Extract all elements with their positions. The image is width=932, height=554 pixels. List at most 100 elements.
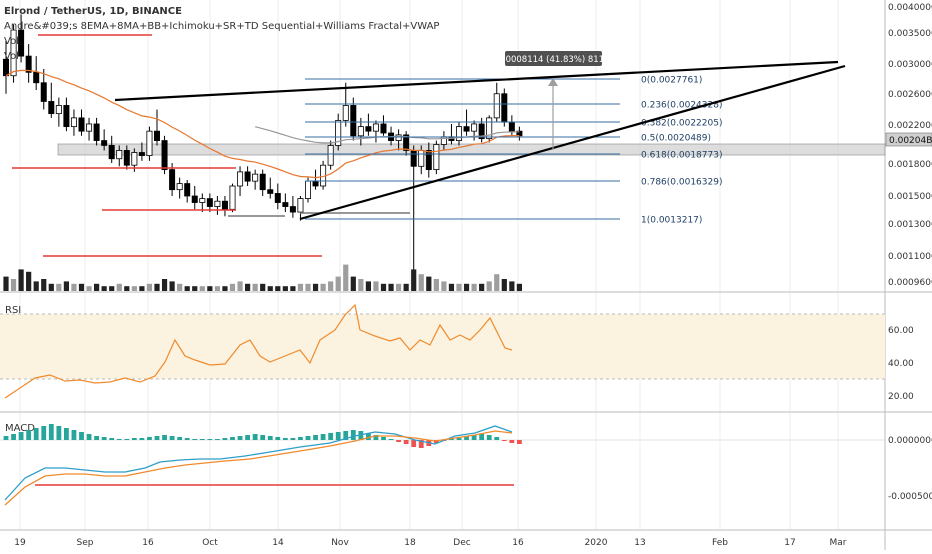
volume-bar — [471, 283, 477, 291]
candle-body — [169, 169, 176, 191]
candle-body — [493, 93, 500, 119]
macd-histogram-bar — [222, 438, 228, 440]
volume-bar — [358, 279, 364, 291]
volume-bar — [161, 279, 168, 291]
volume-label-1[interactable]: Vol — [4, 36, 19, 47]
candle-body — [433, 144, 440, 171]
volume-bar — [305, 283, 311, 291]
volume-bar — [260, 283, 266, 291]
volume-bar — [463, 283, 470, 291]
rsi-tick: 40.00 — [888, 359, 914, 369]
candle-body — [274, 193, 281, 203]
fibonacci-levels: 0(0.0027761) 0.236(0.0024328) 0.382(0.0022… — [305, 76, 722, 226]
volume-bar — [411, 269, 417, 291]
candle-body — [267, 189, 274, 194]
macd-histogram-bar — [403, 440, 409, 444]
volume-bar — [297, 283, 304, 291]
price-tick: 0.0013000 — [888, 220, 932, 230]
candle-body — [418, 150, 425, 167]
lower-trendline — [299, 64, 846, 221]
fib-level-label: 0.382(0.0022205) — [641, 119, 722, 129]
volume-bar — [486, 281, 492, 291]
macd-histogram-bar — [456, 438, 462, 440]
candle-body — [304, 180, 311, 199]
macd-histogram-bar — [56, 426, 62, 440]
candle-body — [282, 202, 289, 207]
macd-histogram-bar — [86, 434, 92, 440]
macd-histogram-bar — [509, 440, 515, 443]
candle-body — [108, 145, 115, 160]
candle-body — [380, 123, 387, 134]
volume-bar — [214, 286, 220, 291]
macd-histogram-bar — [131, 438, 137, 440]
time-tick: 13 — [634, 538, 645, 548]
volume-bar — [312, 283, 319, 291]
macd-histogram-bar — [282, 438, 288, 440]
price-tick: 0.0022000 — [888, 121, 932, 131]
volume-bar — [448, 283, 455, 291]
macd-histogram-bar — [94, 436, 99, 440]
price-tick: 0.0018000 — [888, 160, 932, 170]
candle-body — [508, 121, 515, 132]
candle-body — [206, 198, 213, 207]
time-tick: Sep — [77, 538, 94, 548]
macd-histogram-bar — [124, 439, 130, 440]
time-tick: Mar — [830, 538, 847, 548]
macd-histogram-bar — [275, 437, 281, 440]
symbol-title: Elrond / TetherUS, 1D, BINANCE — [4, 6, 182, 17]
price-tick: 0.0035000 — [888, 29, 932, 39]
candle-body — [191, 195, 198, 203]
macd-tick: -0.0005000 — [888, 492, 932, 502]
candle-body — [478, 123, 485, 140]
volume-bar — [169, 281, 175, 291]
macd-histogram-bar — [116, 439, 122, 440]
candle-body — [153, 130, 160, 141]
volume-bar — [56, 283, 62, 291]
candle-body — [214, 200, 221, 207]
volume-bar — [229, 283, 236, 291]
macd-histogram-bar — [433, 440, 439, 443]
candle-body — [312, 180, 319, 187]
macd-histogram-bar — [290, 438, 296, 440]
candle-body — [221, 200, 228, 210]
macd-histogram-bar — [494, 437, 500, 440]
rsi-band — [0, 314, 885, 379]
macd-histogram-bar — [215, 439, 220, 440]
volume-label-2[interactable]: Vol — [4, 51, 19, 62]
price-tick: 0.0009600 — [888, 278, 932, 288]
price-tick: 0.0040000 — [888, 3, 932, 13]
candle-body — [365, 126, 372, 132]
candle-body — [101, 140, 108, 146]
time-tick: 19 — [14, 538, 26, 548]
time-tick: 16 — [142, 538, 154, 548]
candle-body — [25, 55, 32, 73]
volume-bar — [456, 283, 462, 291]
time-tick: Oct — [202, 538, 218, 548]
volume-bar — [71, 283, 77, 291]
volume-bar — [373, 281, 379, 291]
volume-bar — [199, 286, 205, 291]
candle-body — [357, 126, 364, 137]
candle-body — [244, 171, 251, 182]
candle-body — [18, 29, 25, 57]
candle-body — [70, 117, 77, 128]
volume-bar — [388, 283, 394, 291]
indicator-list[interactable]: Andre&#039;s 8EMA+8MA+BB+Ichimoku+SR+TD … — [4, 21, 440, 32]
volume-bar — [335, 276, 341, 291]
macd-histogram-bar — [71, 430, 77, 440]
time-tick: 14 — [272, 538, 284, 548]
macd-histogram-bar — [162, 435, 167, 440]
candle-body — [138, 152, 145, 156]
macd-histogram-bar — [358, 431, 364, 440]
volume-bar — [237, 281, 243, 291]
candle-body — [123, 150, 130, 166]
volume-bar — [328, 281, 334, 291]
volume-bar — [192, 286, 198, 291]
time-tick: 16 — [512, 538, 524, 548]
macd-histogram-bar — [48, 424, 54, 440]
macd-histogram-bar — [139, 438, 145, 440]
macd-histogram-bar — [11, 434, 16, 440]
macd-histogram-bar — [18, 432, 24, 440]
volume-bar — [365, 281, 371, 291]
